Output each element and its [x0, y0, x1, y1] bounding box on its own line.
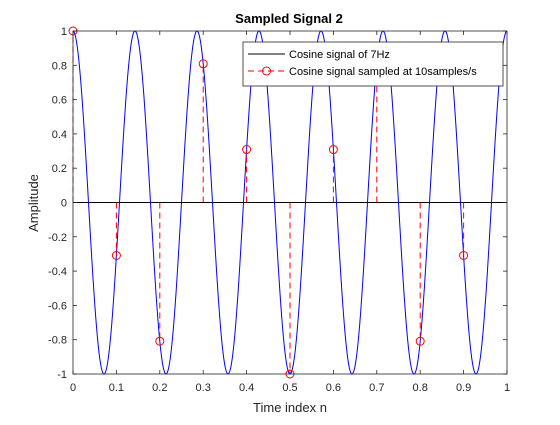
y-tick-label: 0 — [61, 198, 67, 210]
x-tick-label: 0.1 — [109, 382, 124, 394]
legend-label-sampled: Cosine signal sampled at 10samples/s — [289, 66, 477, 78]
x-tick-label: 1 — [504, 382, 510, 394]
legend: Cosine signal of 7Hz Cosine signal sampl… — [243, 42, 503, 86]
x-tick-label: 0.7 — [369, 382, 384, 394]
y-tick-label: -0.2 — [48, 232, 67, 244]
x-axis-label: Time index n — [253, 400, 327, 415]
chart-title: Sampled Signal 2 — [235, 11, 343, 26]
x-tick-label: 0.5 — [282, 382, 297, 394]
y-tick-label: -0.8 — [48, 335, 67, 347]
y-tick-label: 0.4 — [52, 129, 67, 141]
y-tick-label: 0.6 — [52, 95, 67, 107]
x-tick-label: 0.2 — [152, 382, 167, 394]
x-tick-label: 0.8 — [413, 382, 428, 394]
y-tick-label: 0.2 — [52, 163, 67, 175]
x-tick-label: 0.9 — [456, 382, 471, 394]
y-tick-label: 0.8 — [52, 60, 67, 72]
x-tick-label: 0.4 — [239, 382, 254, 394]
y-tick-label: 1 — [61, 26, 67, 38]
y-tick-label: -0.6 — [48, 300, 67, 312]
x-tick-label: 0.6 — [326, 382, 341, 394]
y-tick-label: -0.4 — [48, 266, 67, 278]
legend-label-continuous: Cosine signal of 7Hz — [289, 49, 390, 61]
x-tick-label: 0 — [70, 382, 76, 394]
x-tick-label: 0.3 — [196, 382, 211, 394]
y-axis-label: Amplitude — [26, 174, 41, 232]
y-tick-label: -1 — [57, 369, 67, 381]
